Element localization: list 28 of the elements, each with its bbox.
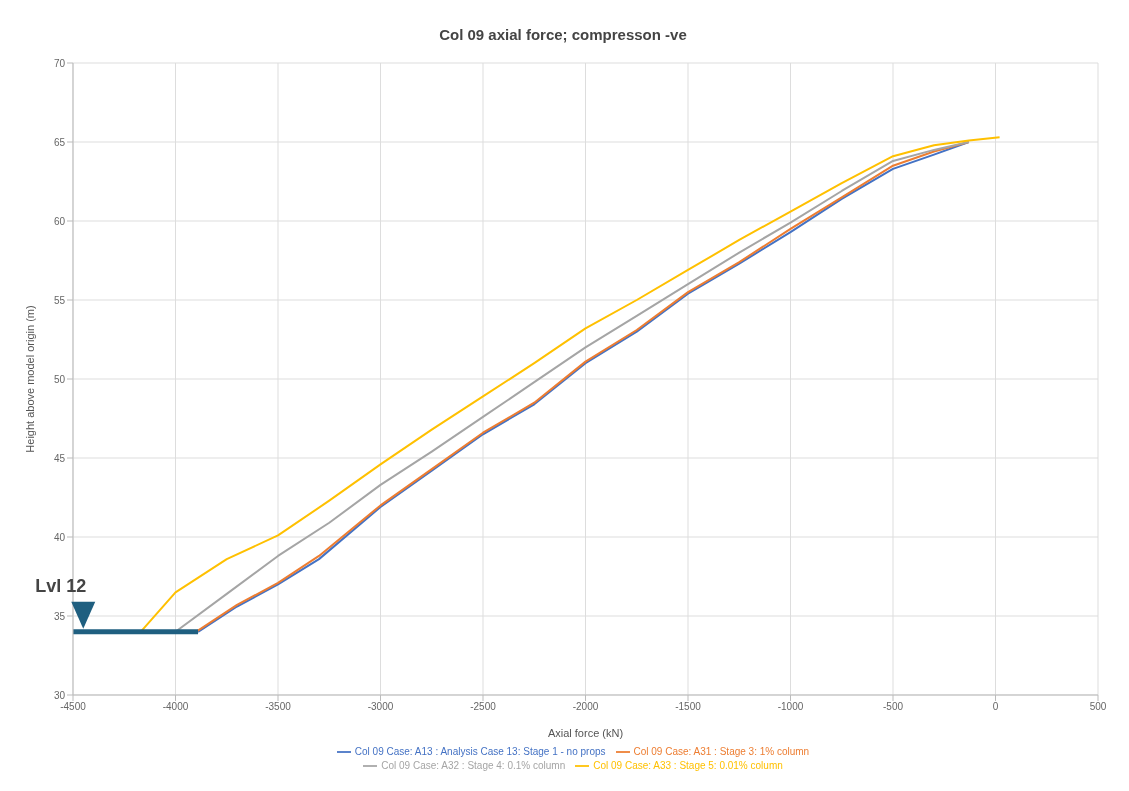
x-tick-label: -2500 — [470, 701, 497, 713]
x-tick-label: 0 — [992, 701, 999, 713]
legend-label: Col 09 Case: A33 : Stage 5: 0.01% column — [593, 759, 783, 771]
x-tick-label: -1000 — [777, 701, 804, 713]
y-tick-label: 70 — [53, 57, 66, 69]
x-tick-label: -500 — [882, 701, 904, 713]
y-axis-title: Height above model origin (m) — [23, 305, 36, 453]
y-tick-label: 30 — [53, 689, 66, 701]
y-tick-label: 35 — [53, 610, 66, 622]
y-tick-label: 65 — [53, 136, 66, 148]
x-tick-label: -1500 — [675, 701, 702, 713]
x-tick-label: -3500 — [265, 701, 292, 713]
y-tick-label: 55 — [53, 294, 66, 306]
x-tick-label: 500 — [1089, 701, 1107, 713]
y-tick-label: 40 — [53, 531, 66, 543]
x-tick-label: -3000 — [367, 701, 394, 713]
x-tick-label: -4500 — [60, 701, 87, 713]
legend-label: Col 09 Case: A31 : Stage 3: 1% column — [633, 745, 810, 757]
y-tick-label: 45 — [53, 452, 66, 464]
legend-label: Col 09 Case: A32 : Stage 4: 0.1% column — [381, 759, 566, 771]
x-axis-title: Axial force (kN) — [547, 727, 624, 739]
x-tick-label: -2000 — [572, 701, 599, 713]
y-tick-label: 50 — [53, 373, 66, 385]
y-tick-label: 60 — [53, 215, 66, 227]
legend-label: Col 09 Case: A13 : Analysis Case 13: Stage 1 - no props — [354, 745, 606, 757]
x-tick-label: -4000 — [162, 701, 189, 713]
annotation: Lvl 12 — [35, 575, 87, 596]
chart-title: Col 09 axial force; compresson -ve — [438, 25, 688, 43]
